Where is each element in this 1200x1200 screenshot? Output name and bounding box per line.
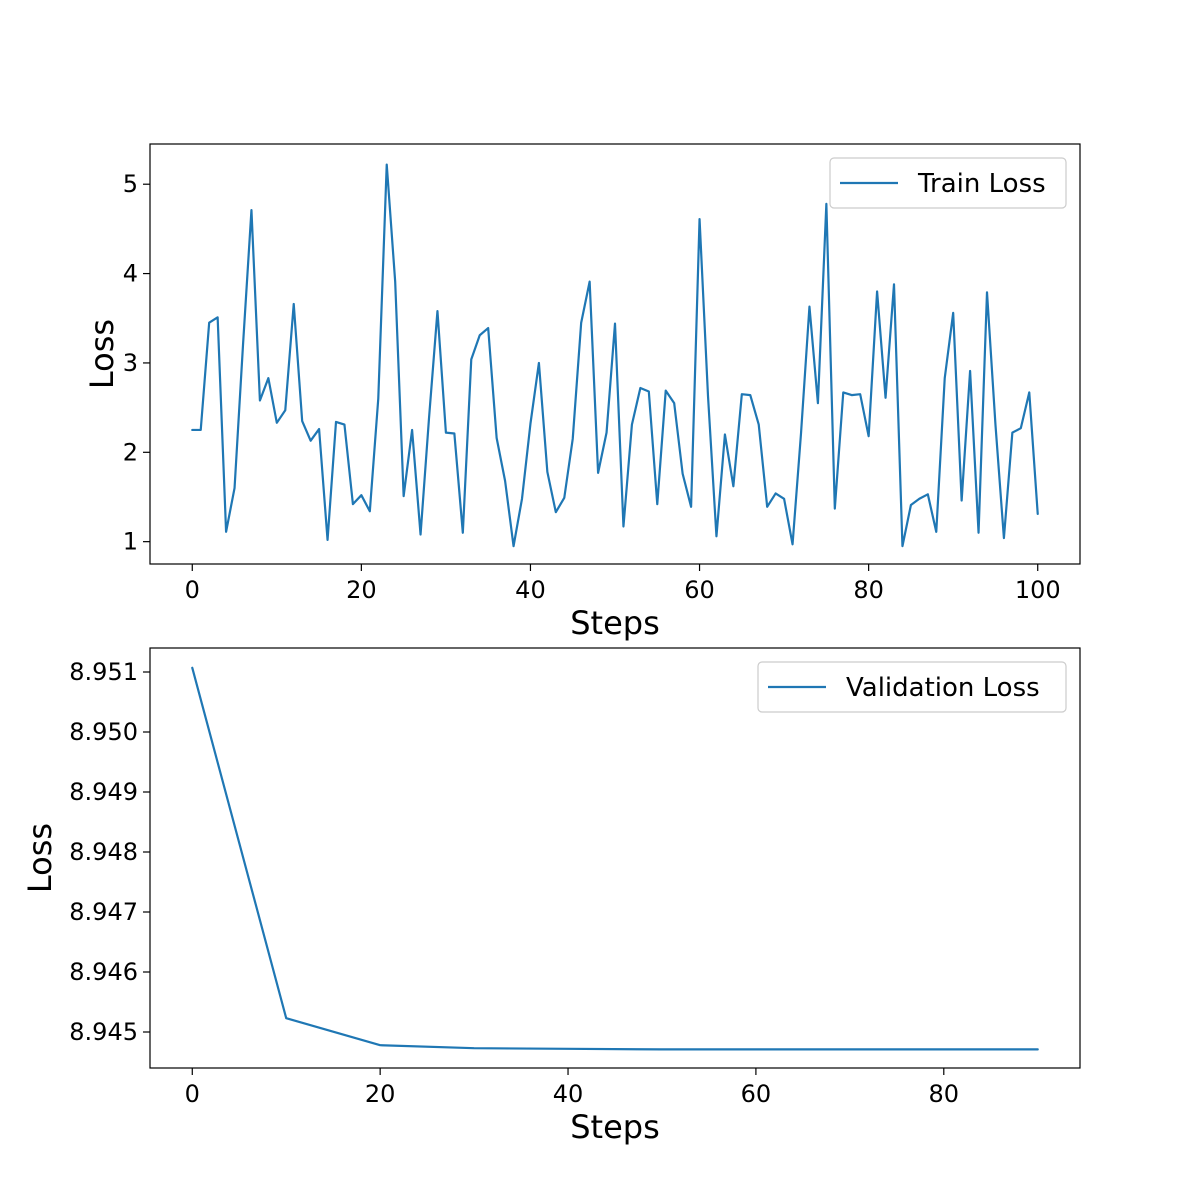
train-loss-plot-frame [149, 143, 1081, 565]
validation-loss-legend-box [757, 661, 1067, 713]
train-loss-x-axis-label: Steps [570, 604, 660, 642]
train-loss-ticks: 0 20 40 60 80 100 1 2 3 4 5 [123, 170, 1061, 604]
validation-loss-y-tick-label: 8.946 [69, 958, 138, 986]
train-loss-y-tick-label: 4 [123, 260, 138, 288]
train-loss-y-tick-label: 2 [123, 438, 138, 466]
train-loss-x-tick-label: 40 [515, 576, 546, 604]
validation-loss-x-tick-label: 60 [741, 1080, 772, 1108]
validation-loss-y-tick-label: 8.948 [69, 838, 138, 866]
train-loss-x-tick-label: 60 [684, 576, 715, 604]
train-loss-x-tick-label: 80 [853, 576, 884, 604]
train-loss-series-line [191, 163, 1039, 548]
validation-loss-y-tick-label: 8.949 [69, 778, 138, 806]
train-loss-y-tick-label: 3 [123, 349, 138, 377]
validation-loss-y-axis-label: Loss [21, 823, 59, 893]
train-loss-legend: Train Loss [829, 157, 1067, 209]
train-loss-y-tick-label: 1 [123, 528, 138, 556]
train-loss-x-tick-label: 0 [185, 576, 200, 604]
validation-loss-series-line [191, 666, 1039, 1051]
validation-loss-y-tick-label: 8.947 [69, 898, 138, 926]
train-loss-x-tick-label: 100 [1015, 576, 1061, 604]
validation-loss-chart: 0 20 40 60 80 8.945 8.946 8.947 8.948 8.949 8.950 8… [21, 647, 1081, 1146]
validation-loss-y-tick-label: 8.945 [69, 1018, 138, 1046]
train-loss-y-axis-label: Loss [83, 319, 121, 389]
validation-loss-plot-frame [149, 647, 1081, 1069]
train-loss-legend-box [829, 157, 1067, 209]
validation-loss-y-tick-label: 8.950 [69, 718, 138, 746]
validation-loss-legend: Validation Loss [757, 661, 1067, 713]
validation-loss-x-tick-label: 20 [365, 1080, 396, 1108]
validation-loss-x-tick-label: 0 [185, 1080, 200, 1108]
train-loss-x-tick-label: 20 [346, 576, 377, 604]
validation-loss-x-tick-label: 80 [929, 1080, 960, 1108]
validation-loss-legend-label: Validation Loss [846, 673, 1040, 703]
validation-loss-y-tick-label: 8.951 [69, 658, 138, 686]
train-loss-chart: 0 20 40 60 80 100 1 2 3 4 5 Steps Loss Train Loss [83, 143, 1081, 642]
validation-loss-x-axis-label: Steps [570, 1108, 660, 1146]
validation-loss-ticks: 0 20 40 60 80 8.945 8.946 8.947 8.948 8.949 8.950 8… [69, 658, 959, 1108]
validation-loss-x-tick-label: 40 [553, 1080, 584, 1108]
train-loss-y-tick-label: 5 [123, 170, 138, 198]
train-loss-legend-label: Train Loss [917, 169, 1046, 199]
